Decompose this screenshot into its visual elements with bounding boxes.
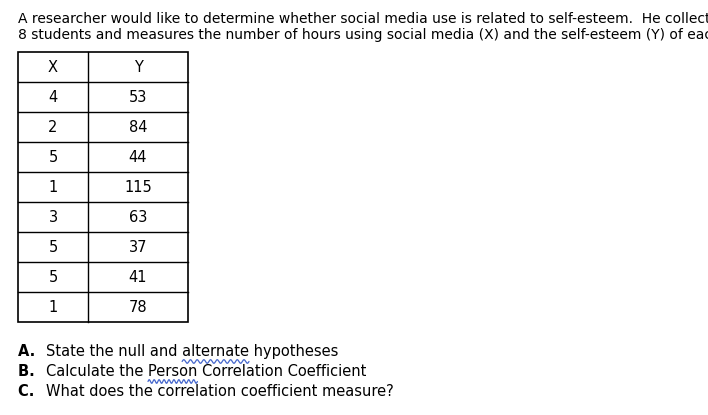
Text: X: X: [48, 59, 58, 75]
Text: 5: 5: [48, 149, 57, 164]
Bar: [18, 52, 188, 322]
Text: 1: 1: [48, 180, 57, 195]
Text: 4: 4: [48, 90, 57, 105]
Text: Y: Y: [134, 59, 142, 75]
Text: 44: 44: [129, 149, 147, 164]
Text: 2: 2: [48, 120, 57, 134]
Text: 5: 5: [48, 239, 57, 254]
Text: 41: 41: [129, 269, 147, 285]
Text: 37: 37: [129, 239, 147, 254]
Text: 5: 5: [48, 269, 57, 285]
Text: 1: 1: [48, 300, 57, 315]
Text: A.: A.: [18, 344, 51, 359]
Text: 53: 53: [129, 90, 147, 105]
Text: B.: B.: [18, 364, 50, 379]
Text: State the null and alternate hypotheses: State the null and alternate hypotheses: [46, 344, 338, 359]
Text: 78: 78: [129, 300, 147, 315]
Text: 8 students and measures the number of hours using social media (X) and the self-: 8 students and measures the number of ho…: [18, 28, 708, 42]
Text: What does the correlation coefficient measure?: What does the correlation coefficient me…: [46, 384, 394, 399]
Text: 3: 3: [48, 210, 57, 225]
Text: 63: 63: [129, 210, 147, 225]
Text: Calculate the Person Correlation Coefficient: Calculate the Person Correlation Coeffic…: [46, 364, 366, 379]
Text: 115: 115: [124, 180, 152, 195]
Text: A researcher would like to determine whether social media use is related to self: A researcher would like to determine whe…: [18, 12, 708, 26]
Text: C.: C.: [18, 384, 50, 399]
Text: 84: 84: [129, 120, 147, 134]
